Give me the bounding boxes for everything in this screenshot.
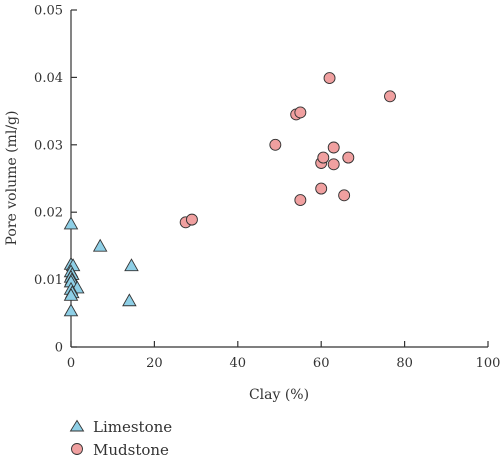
mudstone-point: [269, 138, 282, 151]
legend: Limestone Mudstone: [69, 418, 172, 459]
x-axis-ticks: 0 20 40 60 80 100: [67, 341, 500, 371]
limestone-point: [63, 287, 79, 301]
legend-item-limestone: Limestone: [69, 418, 172, 436]
x-tick-label: 80: [396, 356, 413, 371]
legend-mudstone-label: Mudstone: [93, 441, 169, 459]
y-tick-label: 0.05: [34, 4, 63, 19]
mudstone-point: [185, 213, 198, 226]
y-tick-label: 0.01: [34, 273, 63, 288]
x-tick-label: 0: [67, 356, 75, 371]
mudstone-point: [342, 151, 355, 164]
x-tick-label: 40: [230, 356, 247, 371]
limestone-point: [63, 216, 79, 230]
mudstone-point: [327, 141, 340, 154]
mudstone-point: [384, 90, 396, 103]
limestone-point: [124, 258, 139, 272]
y-tick-label: 0.04: [34, 71, 63, 86]
mudstone-point: [294, 194, 307, 207]
data-points: [63, 72, 396, 317]
x-tick-label: 60: [313, 356, 330, 371]
mudstone-point: [327, 158, 340, 171]
y-tick-label: 0: [55, 341, 63, 356]
limestone-point: [92, 238, 108, 252]
plot-area: 0 20 40 60 80 100 0 0.01 0.02 0.03 0.04 0.05: [34, 4, 500, 372]
mudstone-point: [338, 189, 351, 202]
x-tick-label: 20: [146, 356, 163, 371]
mudstone-point: [317, 151, 330, 164]
y-tick-label: 0.03: [34, 138, 63, 153]
x-axis-title: Clay (%): [249, 387, 309, 403]
y-tick-label: 0.02: [34, 206, 63, 221]
mudstone-point: [294, 106, 307, 119]
limestone-point: [122, 293, 137, 307]
mudstone-point: [315, 182, 328, 195]
y-axis-title: Pore volume (ml/g): [4, 111, 20, 246]
y-axis-ticks: 0 0.01 0.02 0.03 0.04 0.05: [34, 4, 77, 356]
legend-limestone-marker: [69, 419, 85, 432]
x-tick-label: 100: [476, 356, 500, 371]
legend-mudstone-marker: [71, 443, 83, 455]
limestone-point: [63, 303, 79, 317]
mudstone-point: [323, 72, 336, 85]
legend-item-mudstone: Mudstone: [71, 441, 169, 459]
legend-limestone-label: Limestone: [93, 418, 172, 436]
